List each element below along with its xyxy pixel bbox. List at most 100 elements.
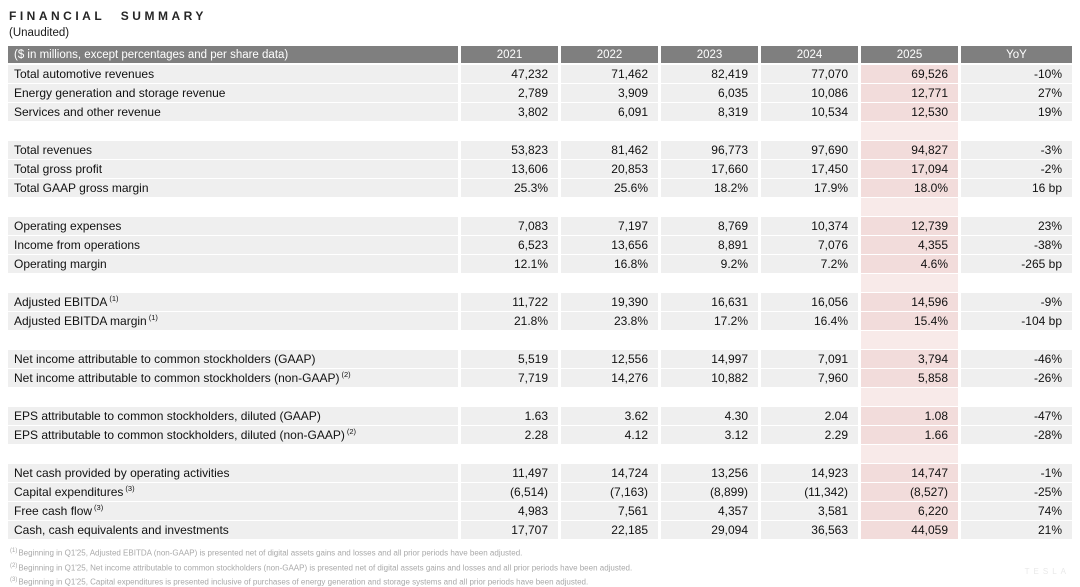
- cell-2021: 17,707: [461, 521, 558, 539]
- cell-2024: 10,374: [761, 217, 858, 235]
- column-header-2024: 2024: [761, 46, 858, 63]
- footnote-marker: (3): [10, 577, 18, 584]
- cell-yoy: 16 bp: [961, 179, 1072, 197]
- cell-2024: 97,690: [761, 141, 858, 159]
- cell-2024: [761, 274, 858, 292]
- table-header-row: ($ in millions, except percentages and p…: [8, 46, 1072, 63]
- cell-yoy: -47%: [961, 407, 1072, 425]
- cell-2023: 8,891: [661, 236, 758, 254]
- column-header-2022: 2022: [561, 46, 658, 63]
- row-label: EPS attributable to common stockholders,…: [8, 426, 458, 444]
- cell-2023: [661, 388, 758, 406]
- cell-yoy: -25%: [961, 483, 1072, 501]
- cell-2021: [461, 388, 558, 406]
- row-label: Total automotive revenues: [8, 65, 458, 83]
- cell-2024: [761, 445, 858, 463]
- cell-yoy: -26%: [961, 369, 1072, 387]
- row-label: Energy generation and storage revenue: [8, 84, 458, 102]
- cell-2025: 14,747: [861, 464, 958, 482]
- cell-2022: [561, 445, 658, 463]
- table-row: Income from operations 6,523 13,656 8,891 7,…: [8, 236, 1072, 254]
- cell-2023: 8,319: [661, 103, 758, 121]
- cell-yoy: 23%: [961, 217, 1072, 235]
- table-row: Operating expenses 7,083 7,197 8,769 10,374 1…: [8, 217, 1072, 235]
- cell-2024: 14,923: [761, 464, 858, 482]
- cell-2025: [861, 198, 958, 216]
- cell-2021: [461, 274, 558, 292]
- cell-2025: 5,858: [861, 369, 958, 387]
- row-label: Total revenues: [8, 141, 458, 159]
- cell-2025: 1.66: [861, 426, 958, 444]
- cell-yoy: -104 bp: [961, 312, 1072, 330]
- footnote: (1)Beginning in Q1'25, Adjusted EBITDA (…: [10, 545, 632, 560]
- section-gap-row: [8, 331, 1072, 349]
- cell-2023: 8,769: [661, 217, 758, 235]
- row-label: [8, 388, 458, 406]
- cell-2023: 13,256: [661, 464, 758, 482]
- cell-2021: 21.8%: [461, 312, 558, 330]
- cell-2025: [861, 122, 958, 140]
- cell-2021: 4,983: [461, 502, 558, 520]
- cell-2024: 10,534: [761, 103, 858, 121]
- cell-yoy: [961, 331, 1072, 349]
- label-superscript: (2): [346, 427, 356, 436]
- section-gap-row: [8, 274, 1072, 292]
- cell-2021: 5,519: [461, 350, 558, 368]
- row-label: Net cash provided by operating activitie…: [8, 464, 458, 482]
- section-gap-row: [8, 122, 1072, 140]
- page-subtitle: (Unaudited): [9, 27, 70, 39]
- row-label: Capital expenditures (3): [8, 483, 458, 501]
- cell-2025: 12,771: [861, 84, 958, 102]
- cell-2022: 12,556: [561, 350, 658, 368]
- label-superscript: (1): [109, 294, 119, 303]
- cell-2023: 18.2%: [661, 179, 758, 197]
- cell-2021: 7,083: [461, 217, 558, 235]
- row-label: Cash, cash equivalents and investments: [8, 521, 458, 539]
- row-label: Adjusted EBITDA (1): [8, 293, 458, 311]
- cell-2024: [761, 198, 858, 216]
- cell-2023: 3.12: [661, 426, 758, 444]
- cell-2025: (8,527): [861, 483, 958, 501]
- financial-table: ($ in millions, except percentages and p…: [8, 46, 1072, 540]
- cell-2022: 3.62: [561, 407, 658, 425]
- cell-2021: [461, 445, 558, 463]
- table-row: Cash, cash equivalents and investments 17…: [8, 521, 1072, 539]
- cell-2023: 9.2%: [661, 255, 758, 273]
- cell-2025: [861, 274, 958, 292]
- cell-2023: 4.30: [661, 407, 758, 425]
- cell-2022: 14,724: [561, 464, 658, 482]
- column-header-yoy: YoY: [961, 46, 1072, 63]
- cell-yoy: 19%: [961, 103, 1072, 121]
- cell-2023: 14,997: [661, 350, 758, 368]
- cell-2025: 15.4%: [861, 312, 958, 330]
- cell-2022: 16.8%: [561, 255, 658, 273]
- table-row: Total GAAP gross margin 25.3% 25.6% 18.2% 17…: [8, 179, 1072, 197]
- row-label: Total GAAP gross margin: [8, 179, 458, 197]
- column-header-2021: 2021: [461, 46, 558, 63]
- cell-2025: 12,530: [861, 103, 958, 121]
- table-row: EPS attributable to common stockholders,…: [8, 407, 1072, 425]
- cell-2025: 44,059: [861, 521, 958, 539]
- cell-2023: 29,094: [661, 521, 758, 539]
- cell-2022: [561, 198, 658, 216]
- cell-yoy: -10%: [961, 65, 1072, 83]
- table-row: Adjusted EBITDA margin (1) 21.8% 23.8% 17.2%…: [8, 312, 1072, 330]
- row-label: Total gross profit: [8, 160, 458, 178]
- footnote-marker: (1): [10, 548, 18, 554]
- cell-2025: 1.08: [861, 407, 958, 425]
- cell-2022: 71,462: [561, 65, 658, 83]
- cell-2025: 18.0%: [861, 179, 958, 197]
- cell-2022: 14,276: [561, 369, 658, 387]
- row-label: Operating expenses: [8, 217, 458, 235]
- table-row: Operating margin 12.1% 16.8% 9.2% 7.2% 4.6% -2…: [8, 255, 1072, 273]
- label-superscript: (1): [148, 313, 158, 322]
- cell-2025: 4.6%: [861, 255, 958, 273]
- cell-2025: 3,794: [861, 350, 958, 368]
- cell-2024: [761, 331, 858, 349]
- row-label: Net income attributable to common stockh…: [8, 369, 458, 387]
- cell-2022: (7,163): [561, 483, 658, 501]
- cell-2022: [561, 274, 658, 292]
- cell-2023: (8,899): [661, 483, 758, 501]
- cell-2025: [861, 445, 958, 463]
